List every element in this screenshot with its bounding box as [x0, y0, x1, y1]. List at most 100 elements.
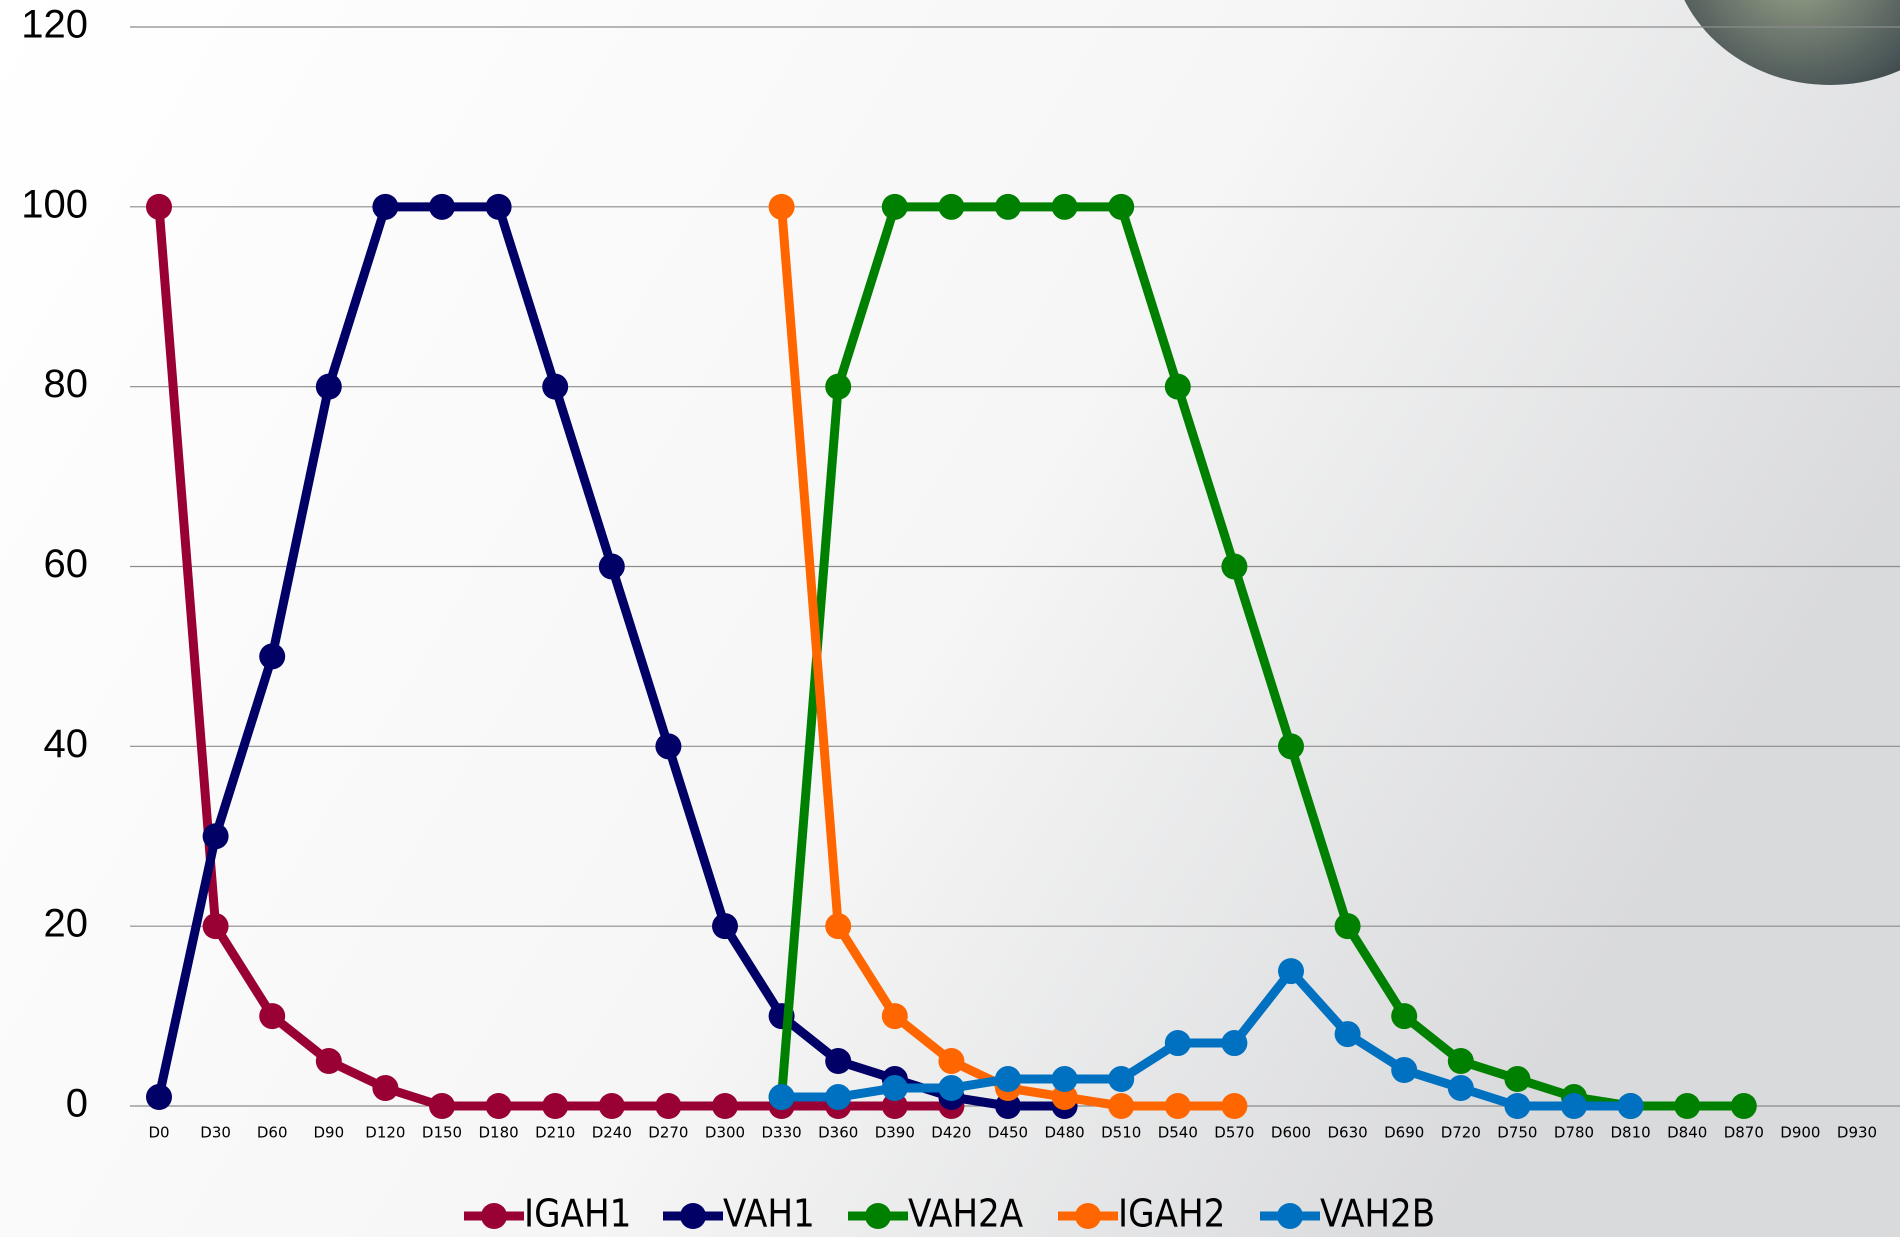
y-tick-label: 60: [44, 542, 89, 586]
legend-label: VAH2B: [1320, 1192, 1435, 1236]
x-tick-label: D840: [1667, 1124, 1707, 1142]
data-point: [598, 553, 625, 580]
data-point: [712, 1093, 738, 1119]
data-point: [1561, 1093, 1587, 1119]
data-point: [1051, 1066, 1078, 1093]
x-tick-label: D360: [818, 1124, 858, 1142]
data-point: [485, 1093, 512, 1119]
data-point: [1504, 1066, 1531, 1093]
data-point: [1164, 1030, 1191, 1057]
y-tick-label: 100: [21, 182, 88, 226]
data-point: [1108, 1066, 1135, 1093]
series-line: [781, 966, 1631, 1111]
data-point: [315, 1048, 342, 1075]
data-point: [1108, 193, 1135, 220]
data-point: [995, 193, 1021, 220]
data-point: [1278, 733, 1304, 760]
data-point: [542, 373, 569, 400]
data-point: [1164, 1093, 1191, 1119]
data-point: [825, 913, 852, 940]
data-point: [1504, 1093, 1531, 1119]
data-point: [315, 373, 342, 400]
y-tick-label: 40: [44, 722, 89, 766]
data-point: [1334, 913, 1361, 940]
legend-label: VAH1: [723, 1192, 815, 1236]
legend-swatch-marker: [1277, 1203, 1303, 1229]
legend-label: IGAH1: [524, 1192, 631, 1236]
legend-swatch-marker: [481, 1203, 507, 1229]
x-tick-label: D180: [479, 1124, 519, 1142]
data-point: [655, 1093, 682, 1119]
data-point: [1447, 1075, 1474, 1102]
data-point: [712, 913, 738, 940]
x-tick-label: D240: [592, 1124, 632, 1142]
data-point: [768, 1084, 795, 1111]
data-point: [1164, 373, 1191, 400]
data-point: [938, 1075, 965, 1102]
x-tick-label: D510: [1101, 1124, 1141, 1142]
x-tick-label: D570: [1214, 1124, 1254, 1142]
data-point: [542, 1093, 569, 1119]
data-point: [881, 1093, 908, 1119]
x-tick-label: D420: [931, 1124, 971, 1142]
data-point: [485, 193, 512, 220]
data-point: [1108, 1093, 1135, 1119]
x-tick-label: D870: [1724, 1124, 1764, 1142]
legend-label: IGAH2: [1118, 1192, 1225, 1236]
data-point: [598, 1093, 625, 1119]
data-point: [429, 193, 455, 220]
x-tick-label: D0: [148, 1124, 169, 1142]
data-point: [938, 193, 965, 220]
x-tick-label: D600: [1271, 1124, 1311, 1142]
x-tick-label: D450: [988, 1124, 1028, 1142]
data-point: [881, 1003, 908, 1030]
data-point: [881, 193, 908, 220]
data-point: [372, 1075, 399, 1102]
data-point: [1391, 1057, 1418, 1084]
data-point: [1221, 1030, 1248, 1057]
data-point: [1278, 958, 1304, 985]
y-tick-label: 20: [44, 902, 89, 946]
data-point: [146, 1084, 172, 1111]
data-point: [1221, 1093, 1248, 1119]
data-point: [825, 1084, 852, 1111]
x-tick-label: D930: [1837, 1124, 1877, 1142]
data-point: [825, 373, 852, 400]
x-tick-label: D720: [1441, 1124, 1481, 1142]
legend-label: VAH2A: [908, 1192, 1024, 1236]
data-point: [1447, 1048, 1474, 1075]
x-tick-label: D60: [257, 1124, 288, 1142]
x-tick-label: D150: [422, 1124, 462, 1142]
data-point: [1221, 553, 1248, 580]
data-point: [1730, 1093, 1757, 1119]
data-point: [825, 1048, 852, 1075]
data-point: [655, 733, 682, 760]
x-tick-label: D390: [875, 1124, 915, 1142]
legend-swatch-marker: [680, 1203, 706, 1229]
data-point: [1334, 1021, 1361, 1048]
legend-swatch-marker: [1075, 1203, 1101, 1229]
data-point: [995, 1066, 1021, 1093]
x-tick-label: D630: [1328, 1124, 1368, 1142]
x-tick-label: D270: [648, 1124, 688, 1142]
data-point: [995, 1093, 1021, 1119]
data-point: [1391, 1003, 1418, 1030]
data-point: [259, 643, 286, 670]
y-tick-label: 0: [66, 1082, 88, 1126]
x-tick-label: D750: [1497, 1124, 1537, 1142]
globe-decoration: [1684, 0, 1900, 85]
data-point: [429, 1093, 455, 1119]
data-point: [1617, 1093, 1644, 1119]
x-tick-label: D90: [313, 1124, 344, 1142]
data-point: [938, 1048, 965, 1075]
x-tick-label: D480: [1045, 1124, 1085, 1142]
x-tick-label: D690: [1384, 1124, 1424, 1142]
x-tick-label: D120: [365, 1124, 405, 1142]
x-tick-label: D330: [762, 1124, 802, 1142]
data-point: [146, 193, 172, 220]
x-tick-label: D210: [535, 1124, 575, 1142]
x-tick-label: D30: [200, 1124, 231, 1142]
data-point: [768, 193, 795, 220]
x-tick-label: D780: [1554, 1124, 1594, 1142]
